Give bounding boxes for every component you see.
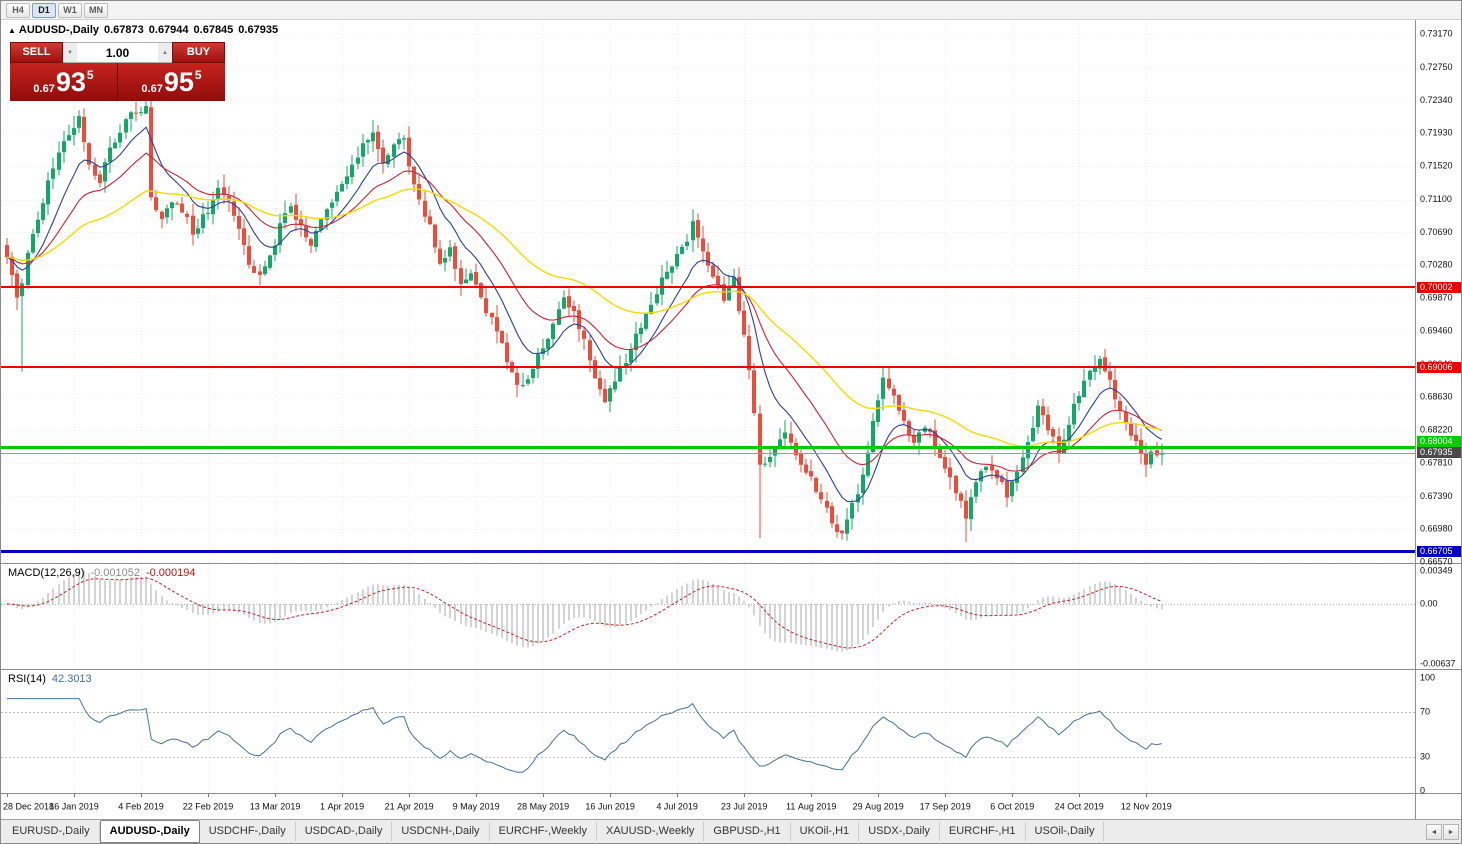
symbol-arrow-icon: ▲ bbox=[8, 26, 16, 35]
chart-title: ▲ AUDUSD-,Daily 0.67873 0.67944 0.67845 0.679… bbox=[8, 24, 278, 36]
macd-main-value: -0.001052 bbox=[90, 567, 140, 579]
macd-signal-value: -0.000194 bbox=[145, 567, 196, 579]
timeframe-button-mn[interactable]: MN bbox=[84, 2, 108, 18]
ohlc-close-value: 0.67935 bbox=[238, 24, 279, 36]
tabs-scroll-right-icon[interactable]: ► bbox=[1443, 824, 1459, 840]
volume-decrease-icon[interactable]: ▼ bbox=[63, 43, 77, 62]
sell-price-prefix: 0.67 bbox=[33, 83, 55, 95]
ohlc-low-value: 0.67845 bbox=[193, 24, 234, 36]
price-level-tag-0.68004: 0.68004 bbox=[1417, 436, 1461, 447]
timeframe-toolbar: H4 D1 W1 MN bbox=[1, 1, 1461, 20]
chart-region: ▲ AUDUSD-,Daily 0.67873 0.67944 0.67845 0.679… bbox=[1, 20, 1461, 819]
rsi-indicator-label: RSI(14) 42.3013 bbox=[8, 673, 92, 685]
chart-tab-usdx-daily[interactable]: USDX-,Daily bbox=[859, 822, 940, 841]
sell-price-pip: 5 bbox=[86, 68, 94, 82]
chart-tab-ukoil-h1[interactable]: UKOil-,H1 bbox=[791, 822, 860, 841]
timeframe-button-w1[interactable]: W1 bbox=[58, 2, 82, 18]
chart-tab-usdcad-daily[interactable]: USDCAD-,Daily bbox=[296, 822, 393, 841]
symbol-period-label: AUDUSD-,Daily bbox=[18, 24, 99, 36]
buy-price-prefix: 0.67 bbox=[141, 83, 163, 95]
chart-tab-gbpusd-h1[interactable]: GBPUSD-,H1 bbox=[704, 822, 791, 841]
price-level-tag-0.70002: 0.70002 bbox=[1417, 282, 1461, 293]
chart-tab-usdchf-daily[interactable]: USDCHF-,Daily bbox=[200, 822, 296, 841]
chart-tab-usoil-daily[interactable]: USOil-,Daily bbox=[1026, 822, 1105, 841]
timeframe-button-h4[interactable]: H4 bbox=[6, 2, 30, 18]
volume-input[interactable] bbox=[77, 43, 158, 62]
chart-tab-usdcnh-daily[interactable]: USDCNH-,Daily bbox=[392, 822, 490, 841]
chart-tab-xauusd-weekly[interactable]: XAUUSD-,Weekly bbox=[597, 822, 705, 841]
chart-tab-eurchf-h1[interactable]: EURCHF-,H1 bbox=[940, 822, 1026, 841]
timeframe-button-d1[interactable]: D1 bbox=[32, 2, 56, 18]
chart-tab-eurusd-daily[interactable]: EURUSD-,Daily bbox=[3, 822, 100, 841]
ohlc-high-value: 0.67944 bbox=[148, 24, 189, 36]
ohlc-open-value: 0.67873 bbox=[104, 24, 144, 36]
sell-price-big: 93 bbox=[55, 67, 86, 97]
buy-price-big: 95 bbox=[163, 67, 194, 97]
buy-price-pip: 5 bbox=[194, 68, 202, 82]
chart-tab-eurchf-weekly[interactable]: EURCHF-,Weekly bbox=[490, 822, 597, 841]
rsi-name: RSI(14) bbox=[8, 673, 46, 685]
volume-increase-icon[interactable]: ▲ bbox=[158, 43, 172, 62]
bid-price-tag: 0.67935 bbox=[1417, 447, 1461, 458]
price-level-tag-0.69006: 0.69006 bbox=[1417, 362, 1461, 373]
macd-name: MACD(12,26,9) bbox=[8, 567, 85, 579]
volume-spinner: ▼ ▲ bbox=[63, 42, 172, 63]
macd-indicator-label: MACD(12,26,9) -0.001052 -0.000194 bbox=[8, 567, 196, 579]
chart-tabs: EURUSD-,Daily AUDUSD-,Daily USDCHF-,Daily U… bbox=[3, 820, 1426, 843]
chart-tab-audusd-daily[interactable]: AUDUSD-,Daily bbox=[99, 820, 200, 843]
tabs-scroll-left-icon[interactable]: ◄ bbox=[1426, 824, 1442, 840]
buy-button[interactable]: BUY bbox=[172, 42, 225, 63]
sell-button[interactable]: SELL bbox=[10, 42, 63, 63]
rsi-value: 42.3013 bbox=[51, 673, 92, 685]
price-level-tag-0.66705: 0.66705 bbox=[1417, 546, 1461, 557]
chart-tab-bar: EURUSD-,Daily AUDUSD-,Daily USDCHF-,Daily U… bbox=[1, 819, 1461, 843]
sell-price-button[interactable]: 0.67 93 5 bbox=[10, 63, 117, 101]
chart-canvas[interactable] bbox=[1, 20, 1461, 819]
tab-scroll-buttons: ◄ ► bbox=[1426, 824, 1459, 843]
buy-price-button[interactable]: 0.67 95 5 bbox=[117, 63, 225, 101]
